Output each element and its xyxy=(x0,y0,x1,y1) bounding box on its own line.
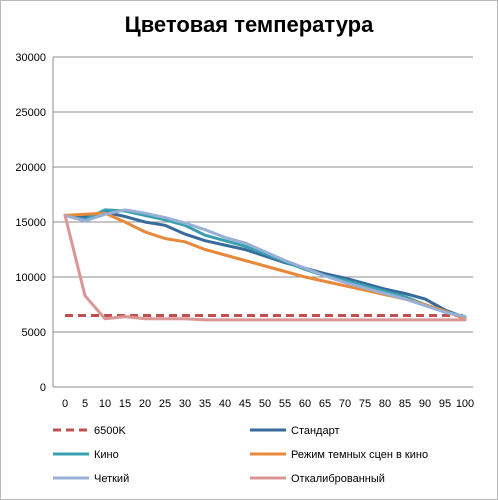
x-tick-label: 25 xyxy=(159,398,171,410)
x-tick-label: 95 xyxy=(439,398,451,410)
x-tick-label: 90 xyxy=(419,398,431,410)
x-tick-label: 85 xyxy=(399,398,411,410)
series-line-2 xyxy=(63,208,467,319)
x-tick-label: 10 xyxy=(99,398,111,410)
x-tick-label: 70 xyxy=(339,398,351,410)
series-line-4 xyxy=(63,208,467,319)
axes xyxy=(52,57,473,388)
legend: 6500K Стандарт Кино Режим темных сцен в кин… xyxy=(53,425,428,485)
x-tick-label: 15 xyxy=(119,398,131,410)
x-tick-label: 40 xyxy=(219,398,231,410)
x-tick-label: 75 xyxy=(359,398,371,410)
y-tick-label: 10000 xyxy=(15,272,46,284)
x-tick-label: 5 xyxy=(82,398,88,410)
x-tick-label: 60 xyxy=(299,398,311,410)
x-tick-label: 20 xyxy=(139,398,151,410)
legend-label: Откалиброванный xyxy=(291,473,385,485)
series-line-5 xyxy=(63,213,467,322)
gridlines xyxy=(53,56,473,333)
y-tick-label: 30000 xyxy=(15,52,46,64)
x-tick-label: 35 xyxy=(199,398,211,410)
chart-title: Цветовая температура xyxy=(124,12,374,37)
series-line-1 xyxy=(63,210,467,320)
y-tick-label: 0 xyxy=(40,382,46,394)
series-lines xyxy=(63,208,467,322)
legend-label: 6500K xyxy=(94,425,126,437)
x-tick-labels: 0 5 10 15 20 25 30 35 40 45 50 55 60 65 70 75 80 85 90 95 10… xyxy=(62,398,474,410)
legend-label: Режим темных сцен в кино xyxy=(291,449,428,461)
y-tick-label: 5000 xyxy=(22,327,46,339)
x-tick-label: 80 xyxy=(379,398,391,410)
x-tick-label: 55 xyxy=(279,398,291,410)
y-tick-label: 15000 xyxy=(15,217,46,229)
legend-label: Стандарт xyxy=(291,425,340,437)
x-tick-label: 45 xyxy=(239,398,251,410)
x-tick-label: 0 xyxy=(62,398,68,410)
legend-label: Кино xyxy=(94,449,119,461)
y-tick-label: 20000 xyxy=(15,162,46,174)
series-line-3 xyxy=(63,211,467,321)
x-tick-label: 65 xyxy=(319,398,331,410)
x-tick-label: 30 xyxy=(179,398,191,410)
x-tick-label: 50 xyxy=(259,398,271,410)
x-tick-label: 100 xyxy=(456,398,474,410)
legend-label: Четкий xyxy=(94,473,129,485)
y-tick-labels: 0 5000 10000 15000 20000 25000 30000 xyxy=(15,52,46,394)
y-tick-label: 25000 xyxy=(15,107,46,119)
